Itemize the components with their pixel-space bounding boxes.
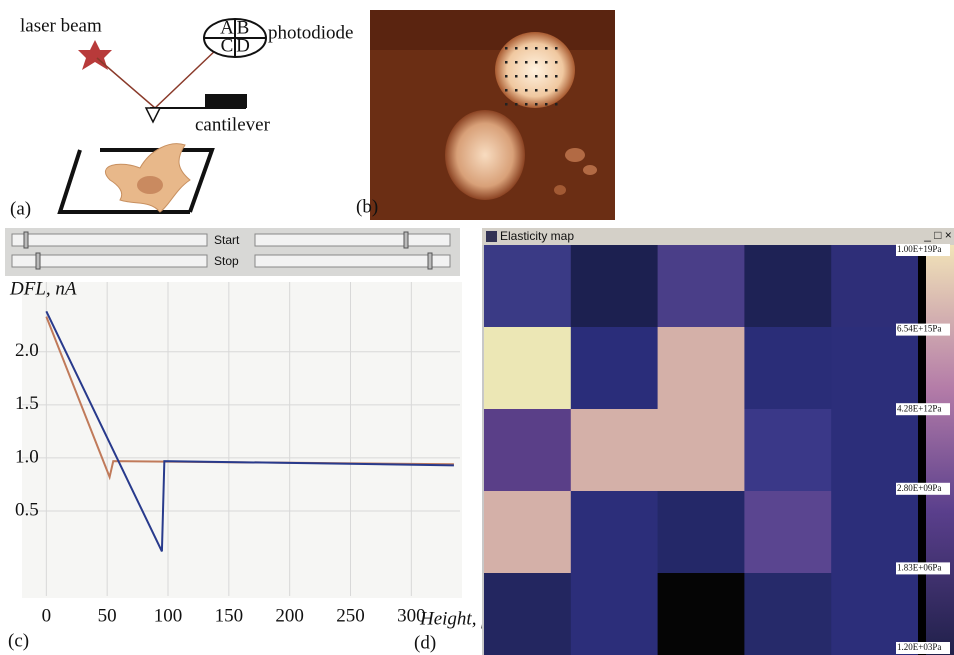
y-tick-label: 1.0 — [15, 446, 39, 467]
cantilever-label: cantilever — [195, 114, 271, 135]
x-tick-label: 250 — [336, 605, 365, 626]
grid-point — [505, 75, 508, 78]
heatmap-cell — [831, 409, 918, 492]
grid-point — [525, 47, 528, 50]
heatmap-cell — [744, 573, 831, 655]
heatmap-cell — [571, 409, 658, 492]
panel-label: (b) — [356, 196, 378, 217]
grid-point — [505, 61, 508, 64]
colorbar-label: 2.80E+09Pa — [897, 483, 941, 493]
plot-area — [22, 282, 462, 598]
grid-point — [535, 103, 538, 106]
grid-point — [515, 61, 518, 64]
heatmap-cell — [658, 573, 745, 655]
x-tick-label: 150 — [215, 605, 244, 626]
window-title: Elasticity map — [500, 229, 574, 243]
grid-point — [535, 61, 538, 64]
grid-point — [545, 89, 548, 92]
grid-point — [515, 75, 518, 78]
y-tick-label: 0.5 — [15, 499, 39, 520]
x-tick-label: 200 — [275, 605, 304, 626]
slider-label: Start — [214, 233, 240, 247]
grid-point — [545, 75, 548, 78]
grid-point — [545, 61, 548, 64]
grid-point — [505, 89, 508, 92]
heatmap-cell — [831, 491, 918, 574]
heatmap-cell — [571, 491, 658, 574]
heatmap-cell — [658, 245, 745, 328]
grid-point — [555, 75, 558, 78]
colorbar-label: 1.83E+06Pa — [897, 562, 941, 572]
colorbar-label: 1.00E+19Pa — [897, 244, 941, 254]
heatmap-cell — [744, 491, 831, 574]
colorbar-label: 1.20E+03Pa — [897, 642, 941, 652]
grid-point — [525, 61, 528, 64]
window-controls[interactable]: _ □ × — [923, 228, 952, 242]
beam — [97, 48, 218, 108]
slider[interactable] — [255, 255, 450, 267]
heatmap-cell — [484, 327, 571, 410]
grid-point — [515, 47, 518, 50]
slider[interactable] — [255, 234, 450, 246]
heatmap-cell — [571, 245, 658, 328]
laser-icon — [78, 40, 112, 70]
figure: laser beam photodiode A B C D cantilever… — [0, 0, 954, 655]
y-tick-label: 1.5 — [15, 393, 39, 414]
laser-label: laser beam — [20, 15, 102, 36]
quadrant-label: C — [221, 35, 234, 56]
slider[interactable] — [12, 255, 207, 267]
grid-point — [515, 103, 518, 106]
colorbar-edge — [918, 245, 926, 655]
heatmap-cell — [484, 409, 571, 492]
heatmap-cell — [484, 573, 571, 655]
x-tick-label: 50 — [98, 605, 117, 626]
grid-point — [555, 61, 558, 64]
colorbar — [926, 245, 954, 655]
colorbar-label: 6.54E+15Pa — [897, 324, 941, 334]
grid-point — [545, 47, 548, 50]
grid-point — [555, 103, 558, 106]
colorbar-label: 4.28E+12Pa — [897, 403, 941, 413]
y-axis-label: DFL, nA — [9, 278, 77, 299]
grid-point — [505, 47, 508, 50]
heatmap — [484, 245, 919, 655]
grid-point — [525, 89, 528, 92]
grid-point — [535, 75, 538, 78]
heatmap-cell — [744, 409, 831, 492]
grid-point — [515, 89, 518, 92]
grid-point — [505, 103, 508, 106]
slider-label: Stop — [214, 254, 239, 268]
heatmap-cell — [831, 327, 918, 410]
panel-label: (c) — [8, 630, 29, 651]
heatmap-cell — [831, 245, 918, 328]
grid-point — [545, 103, 548, 106]
afm-image — [370, 10, 615, 220]
grid-point — [535, 89, 538, 92]
heatmap-cell — [484, 491, 571, 574]
heatmap-cell — [484, 245, 571, 328]
grid-point — [535, 47, 538, 50]
heatmap-cell — [658, 409, 745, 492]
y-tick-label: 2.0 — [15, 340, 39, 361]
grid-point — [555, 89, 558, 92]
heatmap-cell — [571, 573, 658, 655]
quadrant-label: D — [236, 35, 250, 56]
heatmap-cell — [744, 327, 831, 410]
photodiode-label: photodiode — [268, 22, 354, 43]
panel-label: (d) — [414, 632, 436, 653]
slider[interactable] — [12, 234, 207, 246]
heatmap-cell — [571, 327, 658, 410]
heatmap-cell — [658, 327, 745, 410]
heatmap-cell — [658, 491, 745, 574]
x-tick-label: 0 — [42, 605, 52, 626]
x-tick-label: 100 — [154, 605, 183, 626]
heatmap-cell — [744, 245, 831, 328]
grid-point — [555, 47, 558, 50]
grid-point — [525, 75, 528, 78]
grid-point — [525, 103, 528, 106]
panel-label: (a) — [10, 198, 31, 219]
